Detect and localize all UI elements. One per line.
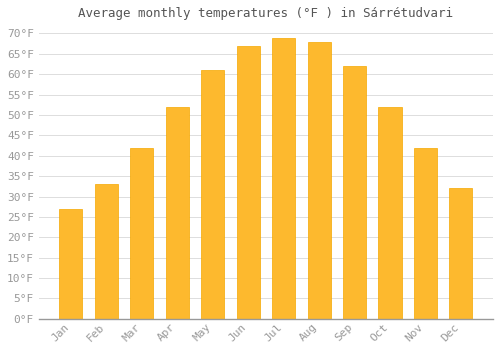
Title: Average monthly temperatures (°F ) in Sárrétudvari: Average monthly temperatures (°F ) in Sá… bbox=[78, 7, 454, 20]
Bar bbox=[450, 188, 472, 319]
Bar bbox=[308, 42, 330, 319]
Bar bbox=[236, 46, 260, 319]
Bar bbox=[272, 37, 295, 319]
Bar bbox=[343, 66, 366, 319]
Bar bbox=[60, 209, 82, 319]
Bar bbox=[130, 148, 154, 319]
Bar bbox=[378, 107, 402, 319]
Bar bbox=[201, 70, 224, 319]
Bar bbox=[414, 148, 437, 319]
Bar bbox=[166, 107, 189, 319]
Bar bbox=[95, 184, 118, 319]
